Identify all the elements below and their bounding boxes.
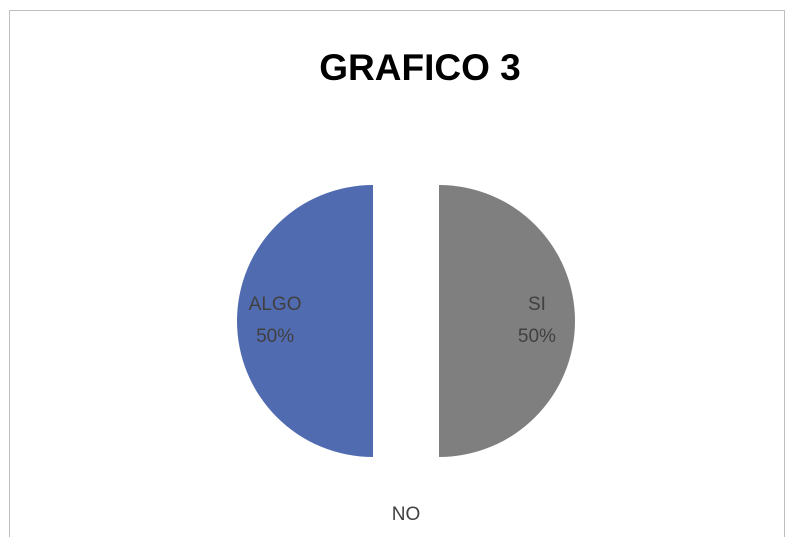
pie-slice: [237, 185, 373, 457]
chart-frame: [9, 10, 785, 537]
slice-value-label: 50%: [518, 326, 556, 347]
slice-value-label: 50%: [256, 326, 294, 347]
slice-category-label: NO: [392, 504, 421, 525]
chart-title: GRAFICO 3: [319, 47, 520, 88]
slice-value-label: 0%: [392, 536, 420, 537]
slice-category-label: ALGO: [249, 294, 302, 315]
pie-slice: [439, 185, 575, 457]
slice-category-label: SI: [528, 294, 546, 315]
